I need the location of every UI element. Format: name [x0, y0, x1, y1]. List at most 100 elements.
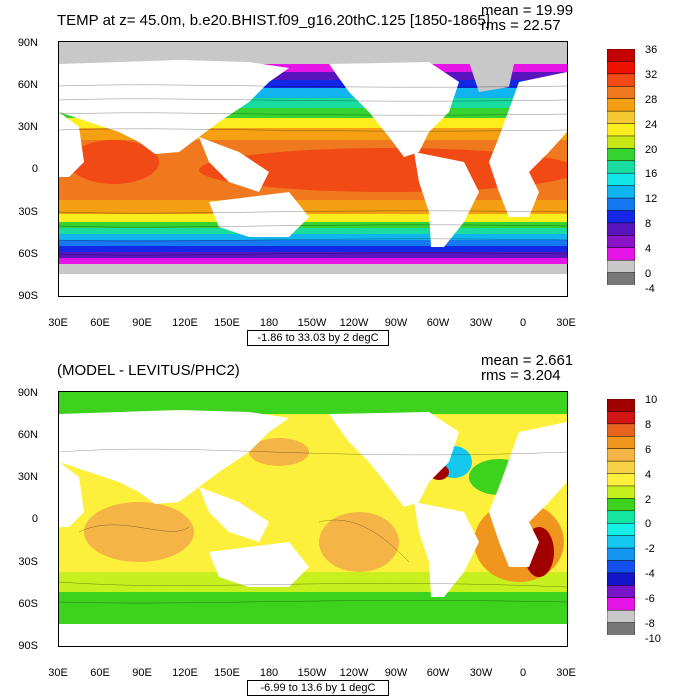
lat-label: 90N: [17, 387, 38, 399]
colorbar-label: -4: [645, 568, 655, 580]
rms-stat: rms = 3.204: [481, 367, 561, 384]
colorbar-swatch: [607, 399, 635, 413]
colorbar-swatch: [607, 423, 635, 438]
colorbar-swatch: [607, 485, 635, 500]
lon-label: 150E: [214, 317, 240, 329]
colorbar-label: -10: [645, 633, 661, 645]
colorbar-swatch: [607, 110, 635, 125]
colorbar-swatch: [607, 609, 635, 624]
colorbar-swatch: [607, 560, 635, 574]
colorbar-swatch: [607, 411, 635, 425]
lon-label: 60E: [90, 667, 110, 679]
colorbar-label: -8: [645, 618, 655, 630]
colorbar-swatch: [607, 210, 635, 224]
lat-label: 30S: [18, 556, 38, 568]
colorbar-swatch: [607, 597, 635, 611]
colorbar-label: 4: [645, 243, 652, 255]
lon-label: 180: [259, 667, 279, 679]
contour-range-label: -6.99 to 13.6 by 1 degC: [247, 680, 389, 696]
colorbar: [607, 49, 635, 285]
colorbar: [607, 399, 635, 635]
map-title: (MODEL - LEVITUS/PHC2): [57, 362, 240, 379]
colorbar-label: 6: [645, 444, 652, 456]
lon-label: 60W: [426, 667, 450, 679]
lon-label: 120E: [172, 667, 198, 679]
lat-label: 90N: [17, 37, 38, 49]
lon-label: 30W: [469, 667, 493, 679]
lon-label: 120W: [339, 667, 369, 679]
colorbar-label: 0: [645, 518, 652, 530]
lon-label: 30W: [469, 317, 493, 329]
colorbar-label: -2: [645, 543, 655, 555]
lon-label: 30E: [556, 667, 576, 679]
lon-label: 60W: [426, 317, 450, 329]
lat-label: 60N: [17, 79, 38, 91]
colorbar-swatch: [607, 247, 635, 261]
colorbar-swatch: [607, 522, 635, 537]
colorbar-swatch: [607, 73, 635, 88]
lon-label: 150W: [297, 317, 327, 329]
colorbar-swatch: [607, 272, 635, 285]
colorbar-label: 8: [645, 419, 652, 431]
colorbar-label: 20: [645, 144, 658, 156]
lat-label: 60S: [18, 248, 38, 260]
lon-label: 90W: [384, 317, 408, 329]
colorbar-label: 4: [645, 469, 652, 481]
colorbar-swatch: [607, 49, 635, 63]
colorbar-swatch: [607, 473, 635, 487]
lat-label: 0: [31, 513, 38, 525]
lat-label: 90S: [18, 640, 38, 652]
lon-label: 150W: [297, 667, 327, 679]
colorbar-swatch: [607, 61, 635, 75]
contour-range-label: -1.86 to 33.03 by 2 degC: [247, 330, 389, 346]
colorbar-swatch: [607, 259, 635, 274]
lon-label: 180: [259, 317, 279, 329]
colorbar-swatch: [607, 585, 635, 599]
difference-map: [59, 392, 567, 646]
colorbar-swatch: [607, 86, 635, 100]
map-plot-area: [58, 391, 568, 647]
difference-map-panel: (MODEL - LEVITUS/PHC2) mean = 2.661 rms …: [0, 350, 700, 700]
map-title: TEMP at z= 45.0m, b.e20.BHIST.f09_g16.20…: [57, 12, 490, 29]
lon-label: 30E: [48, 317, 68, 329]
lat-label: 30N: [17, 121, 38, 133]
colorbar-label: 8: [645, 218, 652, 230]
colorbar-label: 0: [645, 268, 652, 280]
colorbar-label: 24: [645, 119, 658, 131]
colorbar-label: 32: [645, 69, 658, 81]
lat-label: 30S: [18, 206, 38, 218]
colorbar-label: 28: [645, 94, 658, 106]
lon-label: 90W: [384, 667, 408, 679]
temperature-map: [59, 42, 567, 296]
lon-label: 90E: [132, 317, 152, 329]
lon-label: 30E: [48, 667, 68, 679]
colorbar-swatch: [607, 185, 635, 199]
mean-stat: mean = 2.661: [481, 352, 574, 369]
lat-label: 30N: [17, 471, 38, 483]
colorbar-swatch: [607, 160, 635, 174]
colorbar-swatch: [607, 197, 635, 212]
colorbar-swatch: [607, 123, 635, 137]
lon-label: 90E: [132, 667, 152, 679]
colorbar-swatch: [607, 222, 635, 237]
colorbar-swatch: [607, 572, 635, 587]
colorbar-swatch: [607, 436, 635, 450]
colorbar-swatch: [607, 622, 635, 635]
lon-label: 120W: [339, 317, 369, 329]
mean-stat: mean = 19.99: [481, 2, 574, 19]
colorbar-swatch: [607, 510, 635, 524]
lon-label: 0: [519, 667, 527, 679]
colorbar-swatch: [607, 235, 635, 249]
rms-stat: rms = 22.57: [481, 17, 561, 34]
temperature-map-panel: TEMP at z= 45.0m, b.e20.BHIST.f09_g16.20…: [17, 2, 658, 346]
colorbar-swatch: [607, 135, 635, 150]
lat-label: 60N: [17, 429, 38, 441]
colorbar-swatch: [607, 172, 635, 187]
colorbar-swatch: [607, 460, 635, 475]
lon-label: 30E: [556, 317, 576, 329]
lat-label: 90S: [18, 290, 38, 302]
colorbar-label: 10: [645, 394, 658, 406]
map-plot-area: [58, 41, 568, 297]
colorbar-label: 2: [645, 494, 652, 506]
colorbar-swatch: [607, 547, 635, 562]
